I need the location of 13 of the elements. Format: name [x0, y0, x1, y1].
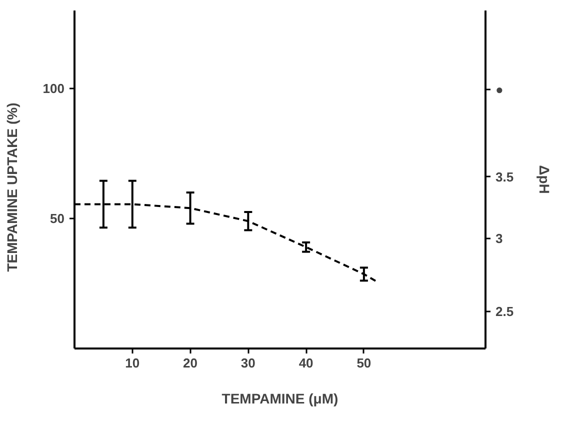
y-tick-label: 100 [42, 81, 65, 96]
y-axis-title: TEMPAMINE UPTAKE (%) [4, 102, 20, 272]
y2-tick-label: 3.5 [496, 169, 514, 184]
x-tick-label: 20 [183, 356, 198, 370]
y2-tick-label: ● [496, 82, 504, 98]
y2-axis-title: ΔpH [536, 165, 553, 194]
x-tick-label: 50 [356, 356, 372, 370]
x-tick-label: 30 [240, 356, 256, 370]
y2-tick-label: 2.5 [496, 304, 514, 320]
x-tick-label: 40 [298, 356, 314, 370]
x-tick-label: 10 [125, 356, 140, 370]
x-axis-title: TEMPAMINE (μM) [222, 390, 338, 406]
y2-tick-label: 3 [496, 231, 503, 246]
